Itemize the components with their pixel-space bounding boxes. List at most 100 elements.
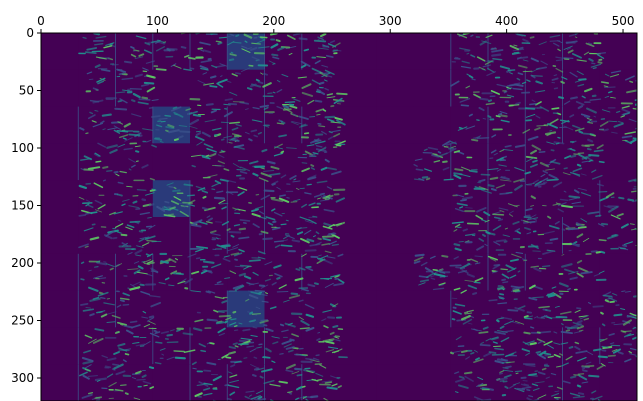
activation-mark [259,104,270,108]
activation-mark [565,355,573,361]
activation-mark [602,294,613,298]
activation-mark [271,53,279,57]
activation-mark [621,290,626,292]
activation-mark [512,382,520,386]
activation-mark [328,240,337,245]
activation-mark [523,315,529,319]
activation-mark [244,40,248,43]
activation-mark [155,68,167,71]
activation-mark [304,192,312,195]
feature-tile [339,69,377,107]
activation-mark [138,53,145,57]
activation-mark [503,240,508,243]
activation-mark [499,209,505,213]
feature-tile [376,364,414,401]
activation-mark [604,73,610,77]
activation-mark [104,365,112,369]
activation-mark [120,384,127,387]
activation-mark [118,134,129,139]
activation-mark [227,384,240,389]
activation-mark [600,311,604,315]
activation-mark [578,153,588,160]
activation-mark [543,230,555,235]
activation-mark [285,369,294,373]
feature-tile [264,217,302,254]
activation-mark [93,153,100,158]
activation-mark [497,302,508,305]
activation-mark [610,214,621,220]
activation-mark [317,146,327,153]
activation-mark [87,375,98,377]
activation-mark [515,101,521,105]
activation-mark [557,48,561,52]
activation-mark [326,186,333,190]
activation-mark [206,147,217,153]
activation-mark [432,153,438,156]
activation-mark [327,136,334,140]
activation-mark [232,310,237,314]
activation-mark [478,186,489,191]
activation-mark [520,383,530,388]
activation-mark [323,259,333,265]
activation-mark [586,107,597,114]
activation-mark [430,277,436,280]
activation-mark [426,272,435,279]
activation-mark [457,126,468,131]
activation-mark [323,277,330,280]
activation-mark [484,243,488,247]
activation-mark [526,157,535,162]
activation-mark [473,349,478,353]
activation-mark [530,195,536,200]
activation-mark [579,315,589,320]
activation-mark [250,291,261,296]
activation-mark [95,160,102,163]
activation-mark [318,255,329,260]
activation-mark [272,62,276,66]
activation-mark [533,315,539,319]
activation-mark [586,147,592,151]
activation-mark [271,198,284,203]
activation-mark [289,105,298,109]
activation-mark [500,179,512,182]
activation-mark [132,342,140,344]
activation-mark [326,93,334,96]
activation-mark [597,355,608,359]
activation-mark [142,341,151,346]
activation-mark [81,393,93,399]
activation-mark [455,194,464,198]
activation-mark [112,363,120,367]
activation-mark [130,164,136,168]
activation-mark [524,317,533,320]
activation-mark [188,125,198,129]
activation-mark [461,196,473,200]
activation-mark [478,178,486,183]
activation-mark [588,374,600,378]
activation-mark [463,311,469,314]
activation-mark [319,192,325,195]
feature-tile [301,290,340,328]
activation-mark [106,357,117,362]
activation-mark [566,47,572,51]
activation-mark [334,336,339,339]
activation-mark [497,112,503,116]
activation-mark [514,370,523,373]
feature-tile [41,327,79,365]
activation-mark [195,257,201,260]
activation-mark [128,168,132,171]
activation-mark [453,150,461,154]
activation-mark [459,206,464,209]
activation-mark [451,145,457,148]
activation-mark [438,282,446,286]
activation-mark [538,305,550,309]
activation-mark [535,350,542,354]
activation-mark [156,205,166,212]
activation-mark [475,357,480,361]
activation-mark [624,131,636,135]
activation-mark [234,265,244,268]
activation-mark [219,150,226,154]
activation-mark [169,329,175,332]
activation-mark [124,353,130,356]
activation-mark [608,90,613,94]
activation-mark [480,219,487,222]
activation-mark [146,74,155,79]
